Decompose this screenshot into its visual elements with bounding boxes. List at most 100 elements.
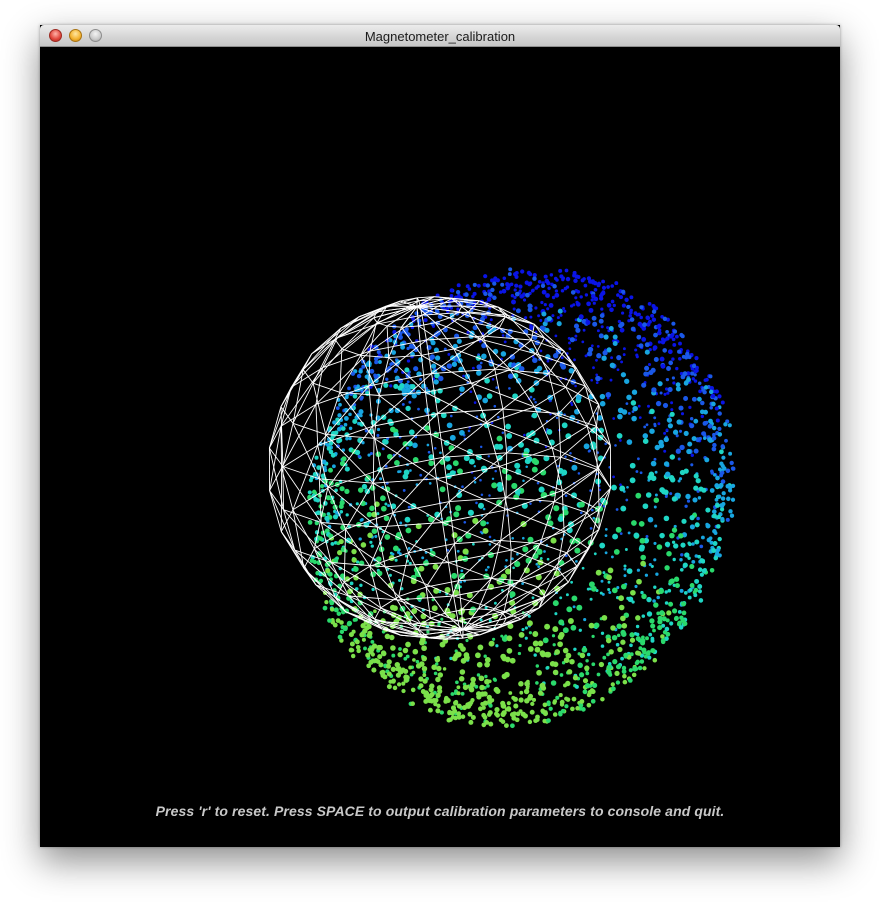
data-point (481, 343, 487, 349)
wireframe-edge (494, 369, 504, 410)
data-point (644, 342, 650, 348)
wireframe-edge (375, 314, 423, 325)
data-point (520, 269, 525, 274)
data-point (460, 646, 466, 652)
data-point (437, 672, 444, 678)
data-point (667, 423, 674, 429)
data-point (539, 557, 543, 560)
window-title: Magnetometer_calibration (364, 29, 516, 44)
data-point (484, 674, 488, 679)
data-point (595, 381, 599, 385)
data-point (429, 683, 435, 689)
data-point (537, 314, 541, 318)
data-point (654, 306, 659, 311)
wireframe-edge (502, 617, 507, 625)
data-point (691, 396, 697, 402)
wireframe-edge (386, 297, 418, 308)
data-point (355, 560, 360, 564)
data-point (631, 520, 637, 526)
wireframe-edge (535, 353, 577, 369)
data-point (456, 338, 462, 344)
data-point (621, 623, 628, 629)
wireframe-edge (481, 338, 536, 355)
data-point (669, 532, 675, 539)
data-point (488, 721, 494, 727)
data-point (714, 503, 720, 508)
data-point (493, 404, 497, 408)
data-point (650, 564, 654, 568)
data-point (495, 712, 501, 718)
data-point (442, 327, 448, 333)
data-point (570, 403, 574, 407)
wireframe-edge (507, 509, 512, 551)
data-point (518, 643, 522, 648)
data-point (345, 437, 349, 441)
data-point (638, 343, 644, 349)
wireframe-edge (503, 584, 511, 612)
data-point (468, 686, 475, 693)
data-point (617, 319, 622, 324)
data-point (573, 323, 580, 329)
data-point (650, 638, 655, 643)
data-point (568, 347, 572, 351)
wireframe-edge (373, 395, 380, 439)
data-point (394, 368, 399, 372)
data-point (436, 703, 441, 708)
data-point (356, 373, 362, 379)
data-point (673, 524, 677, 528)
wireframe-edge (458, 540, 502, 582)
wireframe-edge (387, 325, 402, 328)
wireframe-edge (454, 543, 460, 581)
data-point (522, 298, 527, 302)
data-point (314, 520, 319, 526)
wireframe-edge (325, 433, 375, 439)
data-point (659, 532, 665, 539)
wireframe-edge (502, 408, 559, 414)
data-point (720, 516, 725, 522)
data-point (716, 494, 722, 499)
data-point (481, 353, 487, 359)
data-point (537, 565, 541, 568)
data-point (647, 655, 652, 660)
wireframe-edge (503, 611, 522, 620)
minimize-window-button[interactable] (69, 29, 82, 42)
data-point (490, 287, 495, 293)
data-point (574, 318, 578, 322)
data-point (669, 411, 675, 417)
data-point (456, 492, 463, 498)
wireframe-edge (448, 501, 455, 544)
wireframe-edge (283, 509, 322, 523)
data-point (602, 504, 606, 508)
wireframe-edge (373, 311, 378, 319)
data-point (712, 432, 716, 437)
wireframe-edge (560, 456, 598, 470)
data-point (367, 453, 371, 457)
data-point (657, 381, 663, 387)
data-point (376, 570, 383, 577)
data-point (564, 268, 569, 273)
data-point (495, 386, 499, 389)
data-point (505, 568, 512, 575)
data-point (404, 516, 411, 523)
close-window-button[interactable] (49, 29, 62, 42)
data-point (483, 291, 488, 296)
wireframe-edge (320, 522, 332, 563)
data-point (693, 373, 697, 377)
data-point (619, 327, 625, 333)
data-point (388, 573, 392, 577)
data-point (606, 669, 612, 675)
title-bar[interactable]: Magnetometer_calibration (40, 25, 840, 47)
data-point (539, 682, 546, 689)
data-point (709, 488, 715, 493)
data-point (332, 622, 338, 628)
calibration-canvas[interactable]: Press 'r' to reset. Press SPACE to outpu… (40, 47, 840, 847)
data-point (424, 407, 430, 414)
data-point (352, 418, 358, 424)
data-point (338, 539, 344, 545)
data-point (411, 670, 416, 675)
zoom-window-button[interactable] (89, 29, 102, 42)
wireframe-edge (509, 369, 535, 408)
data-point (670, 401, 674, 405)
data-point (497, 443, 504, 450)
wireframe-edge (416, 305, 450, 319)
